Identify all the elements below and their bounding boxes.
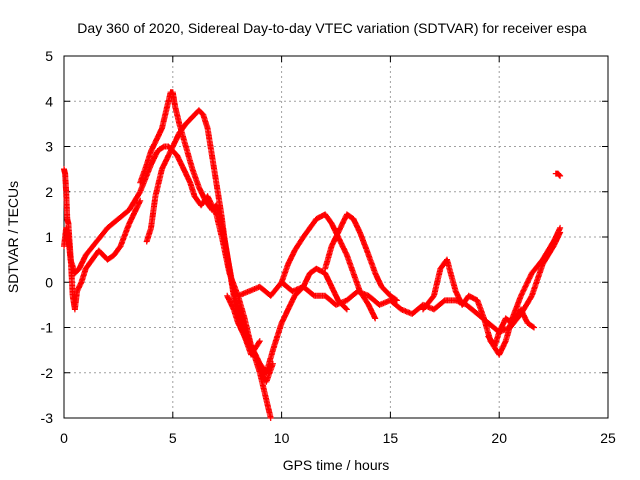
series-markers (224, 265, 350, 376)
series-markers (61, 166, 144, 313)
x-tick-label: 5 (169, 430, 177, 446)
series-sat-track-8 (322, 211, 400, 304)
series-sat-track-10 (485, 306, 537, 349)
y-tick-label: 1 (45, 229, 53, 245)
x-tick-label: 25 (600, 430, 616, 446)
series-sat-track-2 (61, 166, 144, 313)
x-axis-ticks: 0 5 10 15 20 25 (60, 56, 616, 446)
series-sat-track-11 (552, 170, 564, 179)
y-tick-label: 0 (45, 274, 53, 290)
series-sat-track-5 (224, 265, 350, 376)
x-tick-label: 0 (60, 430, 68, 446)
plot-frame (63, 55, 609, 419)
x-tick-label: 10 (274, 430, 290, 446)
x-axis-label: GPS time / hours (283, 457, 390, 473)
y-tick-label: -1 (41, 320, 54, 336)
y-tick-label: 3 (45, 139, 53, 155)
y-tick-label: 4 (45, 93, 53, 109)
y-tick-label: 2 (45, 184, 53, 200)
y-tick-label: 5 (45, 48, 53, 64)
y-axis-label: SDTVAR / TECUs (5, 181, 21, 293)
series-markers (61, 143, 274, 421)
series-sat-track-1 (61, 143, 274, 421)
y-tick-label: -2 (41, 365, 54, 381)
x-tick-label: 15 (383, 430, 399, 446)
chart-title: Day 360 of 2020, Sidereal Day-to-day VTE… (77, 20, 587, 36)
series-markers (552, 170, 564, 179)
data-marks (61, 89, 564, 421)
x-tick-label: 20 (491, 430, 507, 446)
y-axis-ticks: -3 -2 -1 0 1 2 3 4 5 (41, 48, 608, 426)
series-markers (322, 211, 400, 304)
y-tick-label: -3 (41, 410, 54, 426)
series-markers (485, 306, 537, 349)
